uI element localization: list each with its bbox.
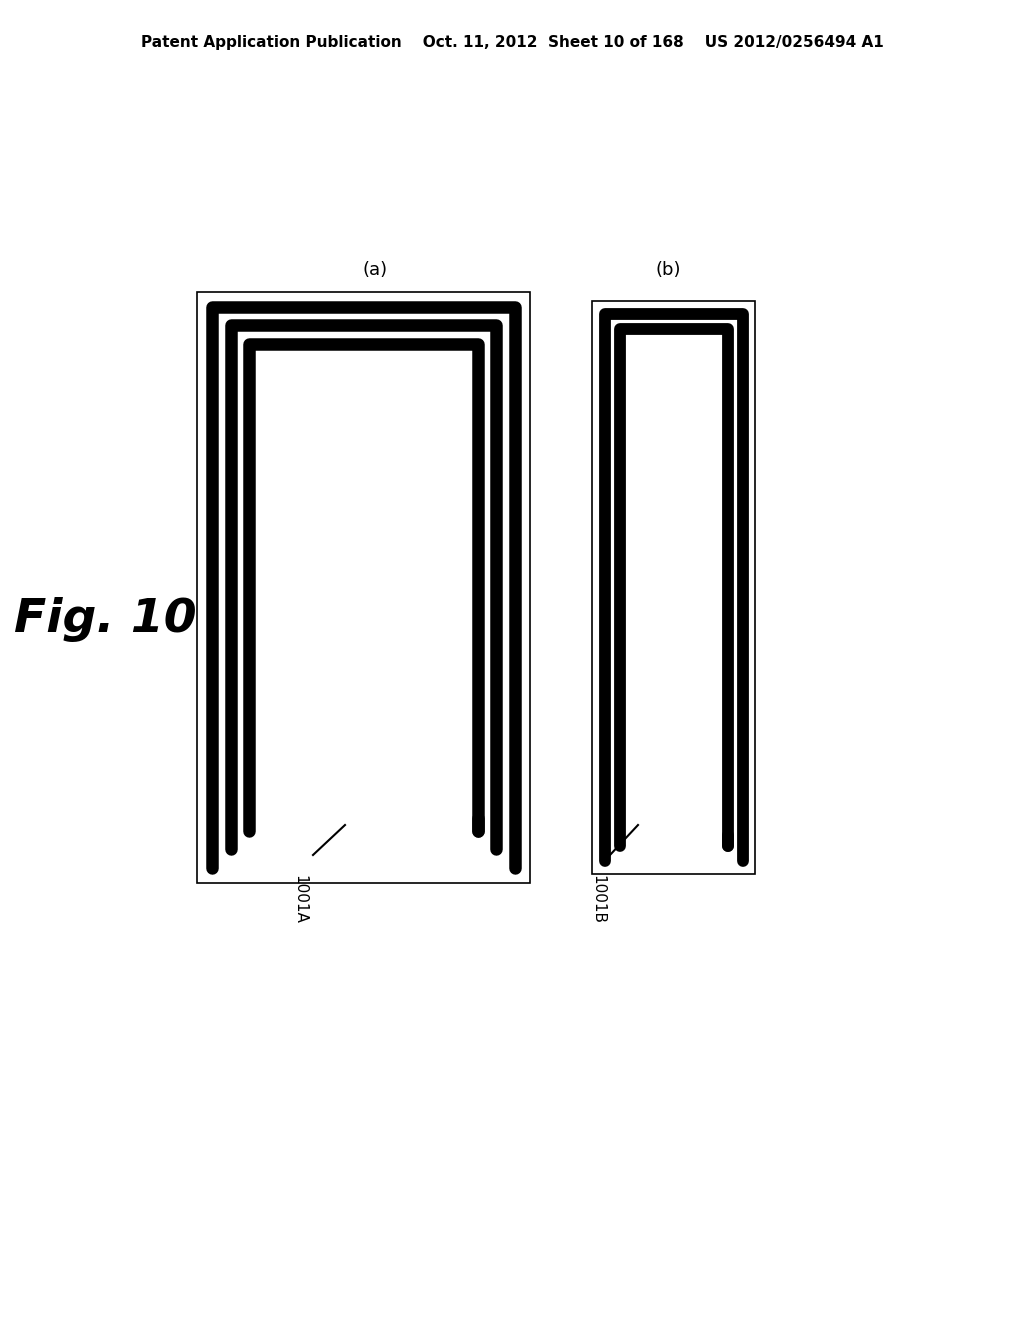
Text: 1001B: 1001B bbox=[591, 875, 605, 924]
Text: 1001A: 1001A bbox=[293, 875, 307, 924]
Text: (a): (a) bbox=[362, 261, 387, 279]
Text: Patent Application Publication    Oct. 11, 2012  Sheet 10 of 168    US 2012/0256: Patent Application Publication Oct. 11, … bbox=[140, 34, 884, 49]
Bar bbox=[592, 301, 756, 874]
Text: Fig. 10: Fig. 10 bbox=[13, 598, 197, 643]
Bar bbox=[197, 292, 530, 883]
Text: (b): (b) bbox=[655, 261, 681, 279]
